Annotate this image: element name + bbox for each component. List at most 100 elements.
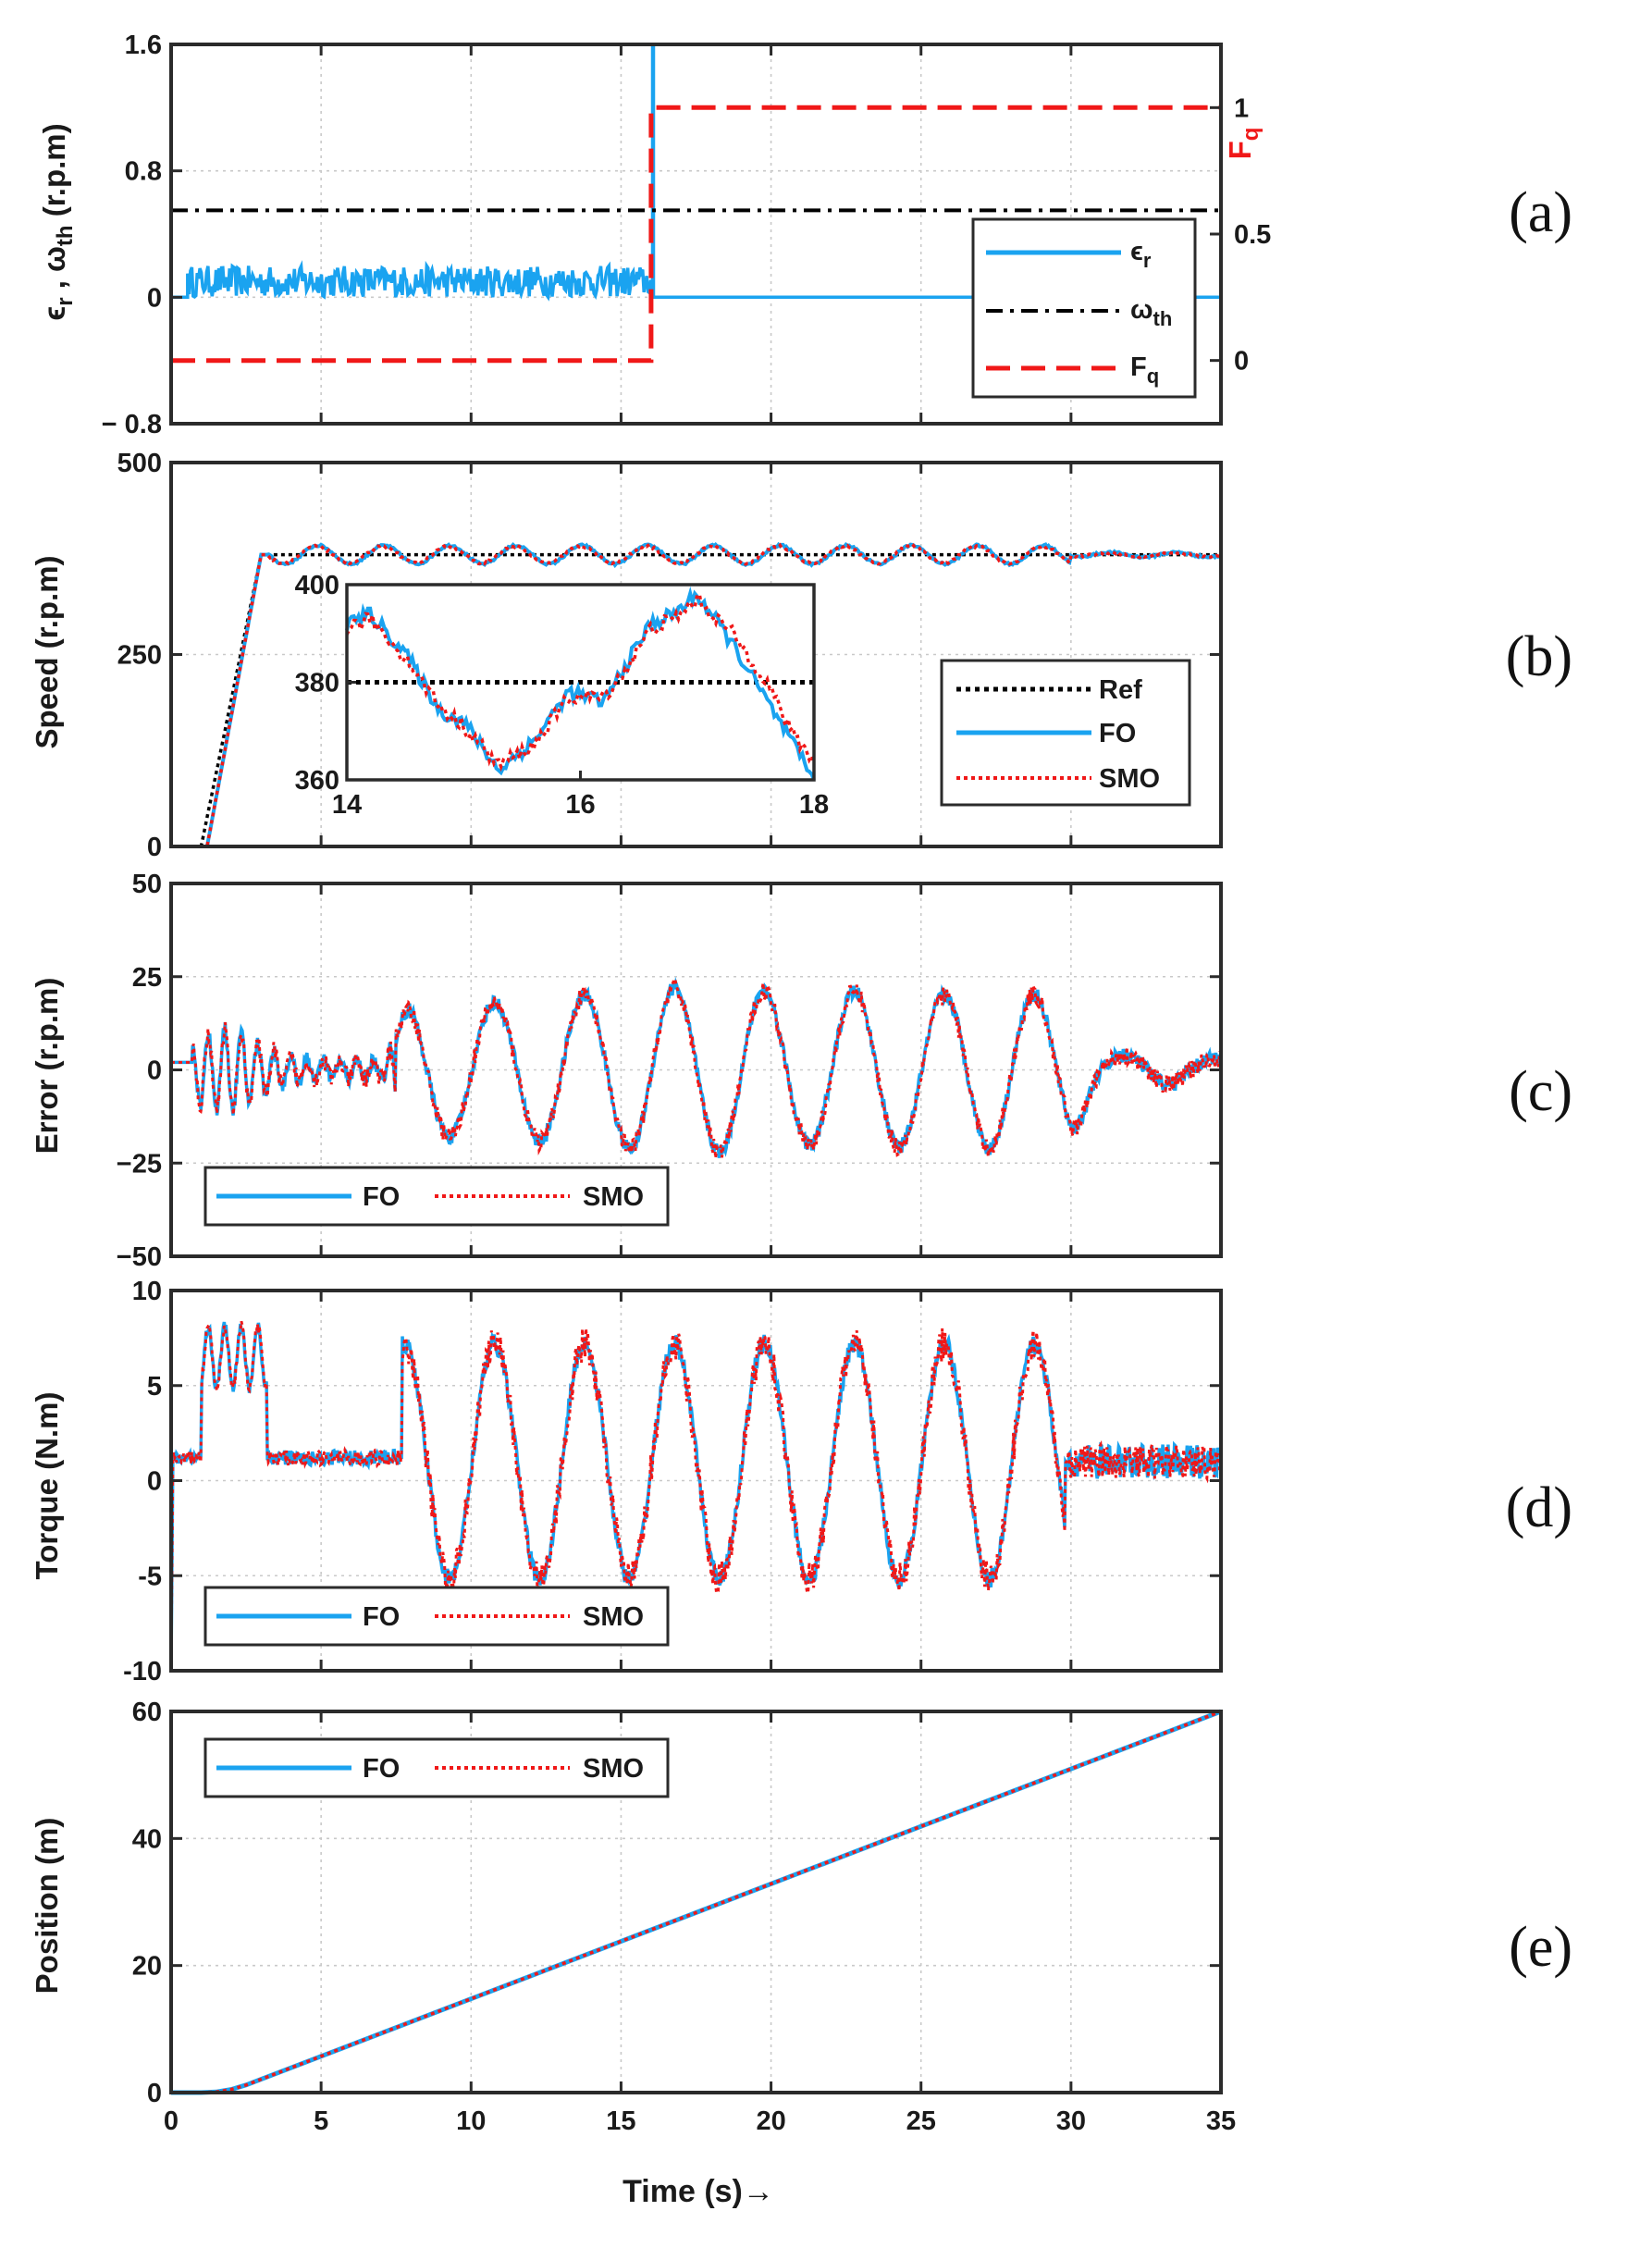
a-series-eps xyxy=(171,43,1221,302)
e-ytick-label-1: 20 xyxy=(132,1952,162,1982)
panel-e-axes: 0 20 40 60 0 5 10 15 20 25 30 35 xyxy=(132,1698,1236,2136)
panel-b-legend: Ref FO SMO xyxy=(940,659,1191,807)
panel-c-series xyxy=(171,976,1223,1159)
e-ytick-label-3: 60 xyxy=(132,1698,162,1727)
panel-label-e: (e) xyxy=(1509,1916,1572,1979)
c-ytick-label-4: 50 xyxy=(132,870,162,899)
panel-a-axes: − 0.8 0 0.8 1.6 0 0.5 1 xyxy=(102,31,1272,439)
d-ytick-label-3: 5 xyxy=(147,1372,162,1402)
panel-a-series xyxy=(171,43,1221,364)
inset-xtick-label-1: 16 xyxy=(565,790,595,820)
panel-b-inset: 360 380 400 14 16 18 xyxy=(295,571,830,820)
x-tick-label-7: 35 xyxy=(1206,2106,1236,2136)
x-tick-label-0: 0 xyxy=(164,2106,179,2136)
panel-a-ylabel-eps: ϵ xyxy=(37,306,71,321)
x-tick-label-2: 10 xyxy=(456,2106,486,2136)
b-series-smo xyxy=(171,542,1220,848)
panel-a-ylabel-omega-sub: th xyxy=(53,225,78,246)
panel-e-chart: 0 20 40 60 0 5 10 15 20 25 30 35 Position (m) FO SM… xyxy=(30,1698,1236,2136)
panel-label-a: (a) xyxy=(1509,181,1572,244)
panel-b-legend-smo: SMO xyxy=(1099,764,1160,794)
d-ytick-label-4: 10 xyxy=(132,1277,162,1306)
panel-a-y2label-f: F xyxy=(1223,141,1257,159)
panel-b-axes: 0 250 500 xyxy=(117,449,1223,862)
panel-e-legend: FO SMO xyxy=(203,1737,670,1798)
x-tick-label-1: 5 xyxy=(314,2106,328,2136)
b-ytick-label-1: 250 xyxy=(117,641,162,671)
inset-ytick-label-2: 400 xyxy=(295,571,339,600)
panel-e-legend-fo: FO xyxy=(363,1754,400,1784)
c-series-fo xyxy=(171,976,1223,1158)
panel-c-legend-smo: SMO xyxy=(583,1182,644,1212)
panel-a-legend-eps: ϵr xyxy=(1130,237,1152,272)
panel-a-chart: − 0.800.81.600.51 ϵr , ωth (r.p.m) Fq ϵr… xyxy=(37,31,1271,439)
panel-d-legend-fo: FO xyxy=(363,1602,400,1632)
a-ytick-label-0: − 0.8 xyxy=(102,410,162,439)
panel-b-legend-ref: Ref xyxy=(1099,675,1142,705)
d-ytick-label-2: 0 xyxy=(147,1467,162,1497)
panel-d-legend: FO SMO xyxy=(203,1586,670,1647)
x-tick-label-6: 30 xyxy=(1056,2106,1086,2136)
x-tick-label-5: 25 xyxy=(906,2106,936,2136)
panel-e-ylabel: Position (m) xyxy=(30,1818,64,1995)
panel-a-legend-omega-text: ω xyxy=(1130,295,1153,325)
panel-c-chart: −50 −25 0 25 50 Error (r.p.m) FO SMO xyxy=(30,870,1223,1272)
inset-xtick-label-0: 14 xyxy=(332,790,362,820)
panel-a-y2label: Fq xyxy=(1223,128,1264,160)
inset-ytick-label-1: 380 xyxy=(295,669,339,698)
panel-c-legend: FO SMO xyxy=(203,1166,670,1227)
panel-d-series xyxy=(169,1320,1222,1672)
panel-a-legend-box xyxy=(971,217,1197,399)
a-ytick-label-2: 0.8 xyxy=(125,157,162,187)
panel-label-d: (d) xyxy=(1506,1476,1572,1539)
panel-b-chart: 0 250 500 Speed (r.p.m) 360 380 400 14 16 18 Re… xyxy=(30,449,1223,862)
c-ytick-label-1: −25 xyxy=(117,1149,162,1179)
panel-b-series xyxy=(171,541,1220,848)
c-series-smo xyxy=(171,977,1222,1159)
b-series-ref xyxy=(171,552,1220,848)
b-ytick-label-0: 0 xyxy=(147,833,162,862)
panel-e-grid xyxy=(171,1711,1221,2093)
panel-a-legend-fq: Fq xyxy=(1130,352,1159,388)
inset-ytick-label-0: 360 xyxy=(295,766,339,796)
b-frame xyxy=(169,461,1223,848)
a-series-fq xyxy=(171,105,1221,364)
a-y2tick-label-0: 0 xyxy=(1234,347,1249,377)
e-ytick-label-0: 0 xyxy=(147,2079,162,2108)
panel-c-legend-fo: FO xyxy=(363,1182,400,1212)
d-frame xyxy=(169,1289,1223,1673)
panel-a-legend-eps-sub: r xyxy=(1143,249,1152,272)
d-ytick-label-1: -5 xyxy=(138,1562,162,1591)
x-axis-label: Time (s)→ xyxy=(623,2174,774,2209)
d-series-smo xyxy=(169,1320,1222,1672)
panel-b-ylabel: Speed (r.p.m) xyxy=(30,555,64,748)
c-ytick-label-3: 25 xyxy=(132,963,162,993)
a-ytick-label-3: 1.6 xyxy=(125,31,162,60)
d-ytick-label-0: -10 xyxy=(123,1657,162,1686)
panel-c-ylabel: Error (r.p.m) xyxy=(30,978,64,1155)
panel-a-legend-eps-text: ϵ xyxy=(1130,237,1143,266)
a-y2tick-label-1: 0.5 xyxy=(1234,220,1271,250)
c-frame xyxy=(169,882,1223,1258)
panel-a-ylabel: ϵr , ωth (r.p.m) xyxy=(37,123,78,320)
panel-a-y2label-sub: q xyxy=(1239,128,1264,142)
panel-c-axes: −50 −25 0 25 50 xyxy=(117,870,1223,1272)
panel-d-chart: -10 -5 0 5 10 Torque (N.m) FO SMO xyxy=(30,1277,1223,1686)
e-ytick-label-2: 40 xyxy=(132,1824,162,1854)
inset-series-smo xyxy=(345,592,816,772)
panel-label-b: (b) xyxy=(1506,625,1572,688)
inset-xtick-label-2: 18 xyxy=(799,790,829,820)
panel-a-legend-omega-sub: th xyxy=(1153,307,1173,330)
panel-d-legend-smo: SMO xyxy=(583,1602,644,1632)
c-ytick-label-0: −50 xyxy=(117,1242,162,1272)
c-ytick-label-2: 0 xyxy=(147,1056,162,1086)
a-y2tick-label-2: 1 xyxy=(1234,93,1249,123)
panel-b-legend-fo: FO xyxy=(1099,719,1136,748)
panel-d-axes: -10 -5 0 5 10 xyxy=(123,1277,1223,1686)
panel-a-legend-fq-text: F xyxy=(1130,352,1147,382)
panel-d-ylabel: Torque (N.m) xyxy=(30,1392,64,1580)
panel-a-legend-omega: ωth xyxy=(1130,295,1172,330)
e-frame xyxy=(169,1710,1223,2094)
panel-a-legend-fq-sub: q xyxy=(1147,364,1159,388)
